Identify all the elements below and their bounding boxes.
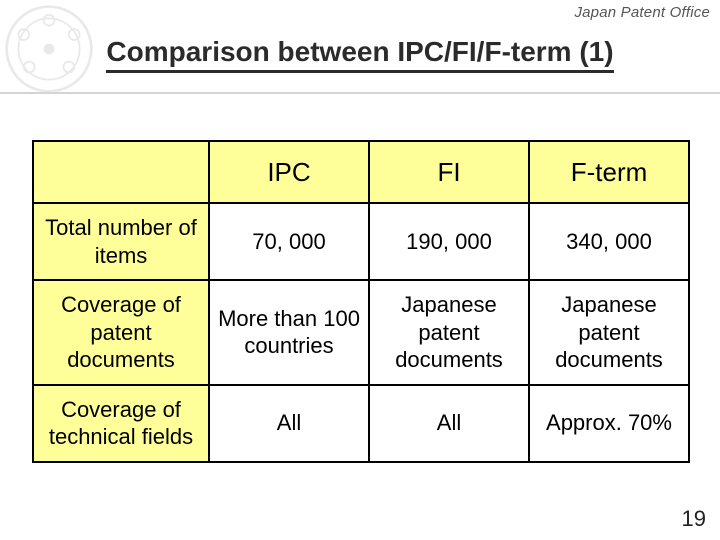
table-row: Coverage of technical fields All All App…: [33, 385, 689, 462]
comparison-table: IPC FI F-term Total number of items 70, …: [32, 140, 690, 463]
cell: 340, 000: [529, 203, 689, 280]
org-label: Japan Patent Office: [574, 4, 710, 21]
cell: All: [369, 385, 529, 462]
cell: More than 100 countries: [209, 280, 369, 385]
cell: Japanese patent documents: [529, 280, 689, 385]
row-label-coverage-fields: Coverage of technical fields: [33, 385, 209, 462]
col-header-fi: FI: [369, 141, 529, 203]
cell: Approx. 70%: [529, 385, 689, 462]
col-header-ipc: IPC: [209, 141, 369, 203]
row-label-coverage-docs: Coverage of patent documents: [33, 280, 209, 385]
page-title: Comparison between IPC/FI/F-term (1): [106, 36, 613, 73]
cell: Japanese patent documents: [369, 280, 529, 385]
table-corner-cell: [33, 141, 209, 203]
row-label-total-items: Total number of items: [33, 203, 209, 280]
col-header-fterm: F-term: [529, 141, 689, 203]
cell: 190, 000: [369, 203, 529, 280]
table-row: Coverage of patent documents More than 1…: [33, 280, 689, 385]
cell: All: [209, 385, 369, 462]
title-divider: [0, 92, 720, 94]
table-row: Total number of items 70, 000 190, 000 3…: [33, 203, 689, 280]
table-header-row: IPC FI F-term: [33, 141, 689, 203]
cell: 70, 000: [209, 203, 369, 280]
page-number: 19: [682, 506, 706, 532]
